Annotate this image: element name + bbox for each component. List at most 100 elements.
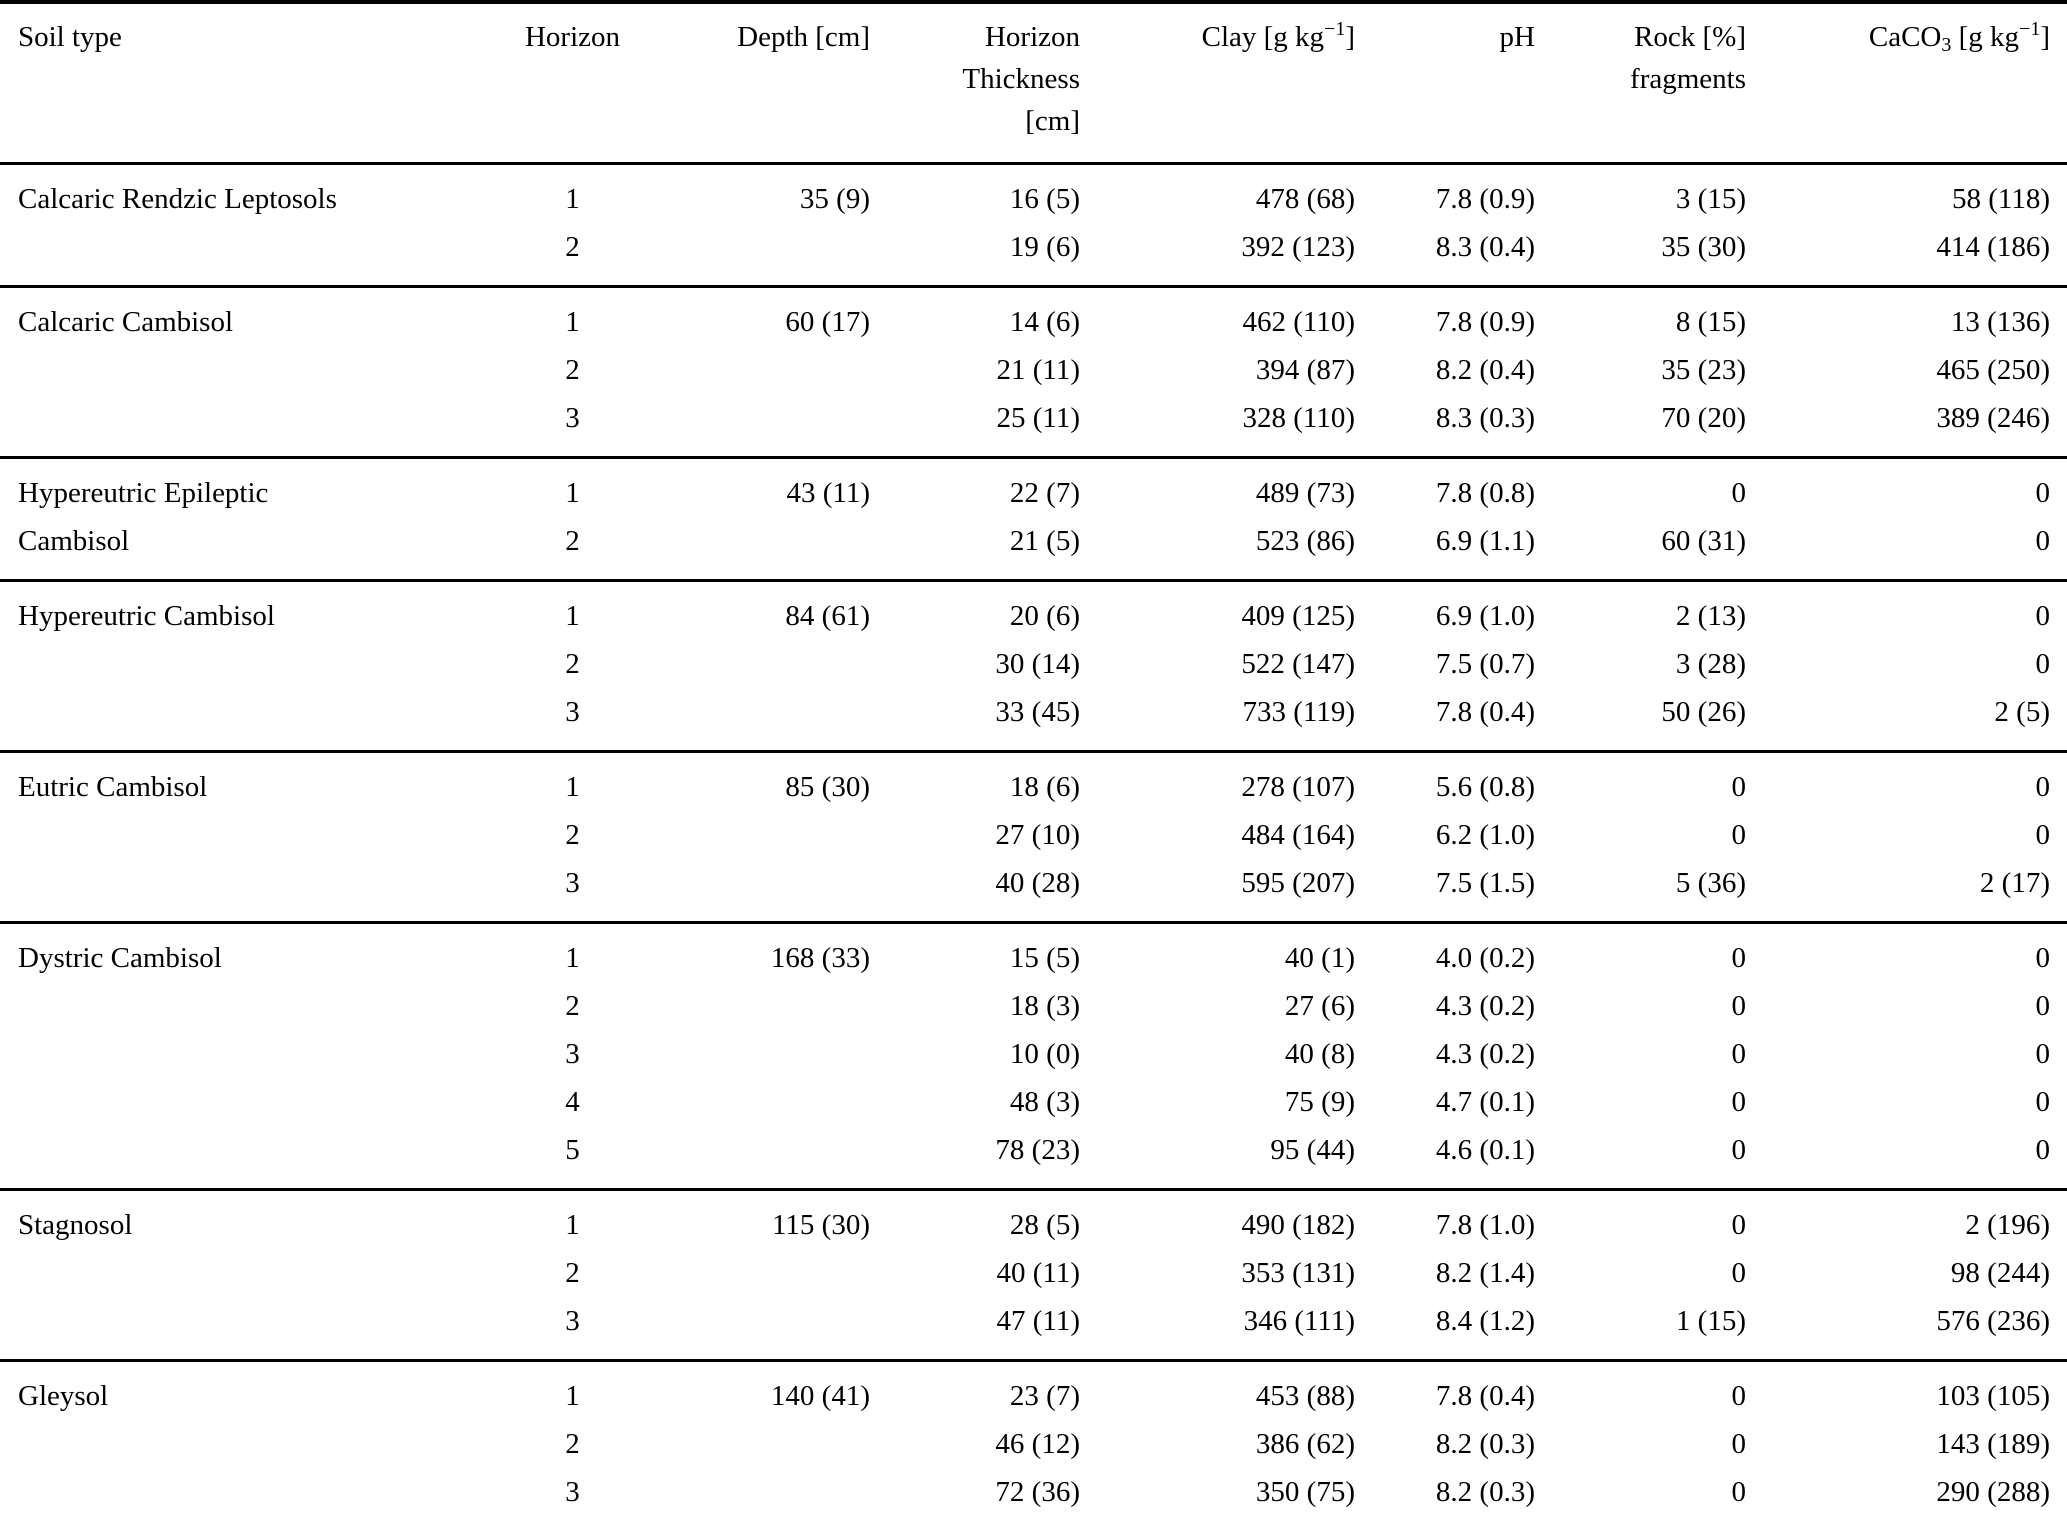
table-row: Dystric Cambisol 1 168 (33) 15 (5) 40 (1) 4.0… (0, 923, 2067, 983)
rock-fragments-cell: 3 (28) (1675, 648, 1746, 680)
horizon-number-cell: 4 (565, 1086, 580, 1118)
horizon-thickness-cell: 72 (36) (995, 1476, 1080, 1508)
clay-cell: 40 (8) (1284, 1038, 1355, 1070)
depth-cell (645, 811, 870, 859)
horizon-thickness-cell: 25 (11) (996, 402, 1081, 434)
horizon-number-cell: 3 (565, 402, 580, 434)
ph-cell: 7.8 (0.9) (1435, 183, 1535, 215)
column-header-clay: Clay [g kg−1] (1080, 2, 1355, 164)
depth-cell (645, 346, 870, 394)
soil-type-name: Stagnosol (0, 1190, 500, 1361)
soil-type-name: Gleysol (0, 1361, 500, 1522)
ph-cell: 4.7 (0.1) (1435, 1086, 1535, 1118)
caco3-cell: 0 (2035, 819, 2051, 851)
depth-cell (645, 859, 870, 923)
column-header-horizon: Horizon (524, 21, 621, 53)
clay-cell: 489 (73) (1255, 477, 1355, 509)
caco3-cell: 0 (2035, 1134, 2051, 1166)
soil-type-name-line: Calcaric Cambisol (18, 306, 234, 338)
horizon-number-cell: 3 (565, 867, 580, 899)
rock-fragments-cell: 0 (1731, 477, 1747, 509)
horizon-number-cell: 2 (565, 990, 580, 1022)
header-line: Thickness (962, 63, 1080, 95)
caco3-cell: 465 (250) (1936, 354, 2050, 386)
clay-unit-prefix: Clay [g kg (1201, 21, 1325, 53)
table-row: 2 30 (14) 522 (147) 7.5 (0.7) 3 (28) 0 (0, 640, 2067, 688)
ph-cell: 8.2 (0.3) (1435, 1476, 1535, 1508)
horizon-number-cell: 2 (565, 819, 580, 851)
horizon-thickness-cell: 10 (0) (1009, 1038, 1080, 1070)
ph-cell: 6.2 (1.0) (1435, 819, 1535, 851)
clay-cell: 40 (1) (1284, 942, 1355, 974)
soil-type-name-line: Eutric Cambisol (18, 771, 208, 803)
column-header-soil-type: Soil type (18, 21, 122, 53)
soil-type-block: Calcaric Cambisol 1 60 (17) 14 (6) 462 (110)… (0, 287, 2067, 458)
horizon-thickness-cell: 40 (28) (995, 867, 1080, 899)
horizon-number-cell: 2 (565, 231, 580, 263)
horizon-thickness-cell: 22 (7) (1009, 477, 1080, 509)
soil-type-block: Hypereutric Cambisol 1 84 (61) 20 (6) 409 (1… (0, 581, 2067, 752)
soil-type-name-line: Hypereutric Cambisol (18, 600, 275, 632)
column-header-ph: pH (1499, 21, 1535, 53)
caco3-unit-suffix: ] (2040, 21, 2050, 53)
rock-fragments-cell: 0 (1731, 819, 1747, 851)
column-header-depth: Depth [cm] (737, 21, 870, 53)
depth-cell (645, 1297, 870, 1361)
header-line: [cm] (1025, 105, 1080, 137)
clay-cell: 350 (75) (1255, 1476, 1355, 1508)
horizon-thickness-cell: 21 (5) (1009, 525, 1080, 557)
clay-cell: 409 (125) (1241, 600, 1355, 632)
horizon-thickness-cell: 78 (23) (995, 1134, 1080, 1166)
clay-cell: 328 (110) (1242, 402, 1356, 434)
ph-cell: 6.9 (1.1) (1435, 525, 1535, 557)
clay-unit-exponent: −1 (1324, 18, 1346, 40)
caco3-cell: 0 (2035, 477, 2051, 509)
clay-cell: 484 (164) (1241, 819, 1355, 851)
horizon-thickness-cell: 28 (5) (1009, 1209, 1080, 1241)
caco3-unit-exponent: −1 (2019, 18, 2041, 40)
soil-type-name-line: Hypereutric Epileptic (18, 477, 269, 509)
horizon-thickness-cell: 16 (5) (1009, 183, 1080, 215)
horizon-thickness-cell: 33 (45) (995, 696, 1080, 728)
clay-cell: 394 (87) (1255, 354, 1355, 386)
table-row: 2 40 (11) 353 (131) 8.2 (1.4) 0 98 (244) (0, 1249, 2067, 1297)
ph-cell: 7.8 (0.8) (1435, 477, 1535, 509)
ph-cell: 5.6 (0.8) (1435, 771, 1535, 803)
horizon-number-cell: 1 (565, 600, 580, 632)
caco3-formula: CaCO (1868, 21, 1942, 53)
rock-fragments-cell: 0 (1731, 1380, 1747, 1412)
horizon-number-cell: 5 (565, 1134, 580, 1166)
depth-cell: 168 (33) (770, 942, 870, 974)
caco3-cell: 576 (236) (1936, 1305, 2050, 1337)
ph-cell: 7.8 (0.4) (1435, 1380, 1535, 1412)
rock-fragments-cell: 1 (15) (1675, 1305, 1746, 1337)
caco3-cell: 290 (288) (1936, 1476, 2050, 1508)
table-row: 2 18 (3) 27 (6) 4.3 (0.2) 0 0 (0, 982, 2067, 1030)
caco3-cell: 13 (136) (1950, 306, 2050, 338)
ph-cell: 7.5 (1.5) (1435, 867, 1535, 899)
rock-fragments-cell: 0 (1731, 1134, 1747, 1166)
table-row: Stagnosol 1 115 (30) 28 (5) 490 (182) 7.8 (1.… (0, 1190, 2067, 1250)
clay-cell: 733 (119) (1242, 696, 1356, 728)
horizon-thickness-cell: 14 (6) (1009, 306, 1080, 338)
clay-cell: 278 (107) (1241, 771, 1355, 803)
clay-cell: 462 (110) (1242, 306, 1356, 338)
depth-cell (645, 1249, 870, 1297)
soil-type-name-line: Calcaric Rendzic Leptosols (18, 183, 337, 215)
rock-fragments-cell: 2 (13) (1675, 600, 1746, 632)
clay-cell: 75 (9) (1284, 1086, 1355, 1118)
rock-fragments-cell: 0 (1731, 1038, 1747, 1070)
ph-cell: 8.2 (1.4) (1435, 1257, 1535, 1289)
soil-type-block: Eutric Cambisol 1 85 (30) 18 (6) 278 (107) 5.… (0, 752, 2067, 923)
ph-cell: 8.2 (0.4) (1435, 354, 1535, 386)
table-row: 2 21 (5) 523 (86) 6.9 (1.1) 60 (31) 0 (0, 517, 2067, 581)
horizon-number-cell: 2 (565, 648, 580, 680)
caco3-cell: 98 (244) (1950, 1257, 2050, 1289)
rock-fragments-cell: 3 (15) (1675, 183, 1746, 215)
soil-type-block: Calcaric Rendzic Leptosols 1 35 (9) 16 (5) 4… (0, 164, 2067, 287)
horizon-thickness-cell: 18 (6) (1009, 771, 1080, 803)
rock-fragments-cell: 35 (30) (1661, 231, 1746, 263)
soil-type-name: Calcaric Rendzic Leptosols (0, 164, 500, 287)
soil-type-name-line: Dystric Cambisol (18, 942, 222, 974)
